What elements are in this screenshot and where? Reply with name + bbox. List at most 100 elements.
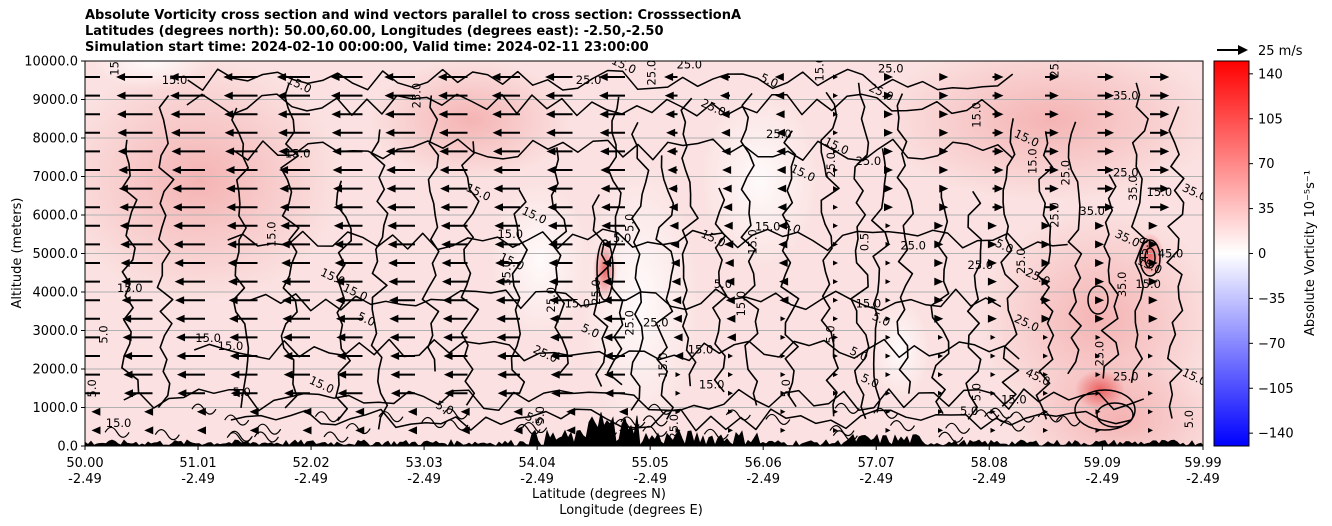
wind-vector	[1148, 296, 1158, 305]
wind-vector-head	[885, 223, 891, 229]
wind-vector	[117, 128, 153, 137]
wind-vector	[545, 91, 573, 100]
wind-vector-head	[603, 352, 613, 360]
wind-vector	[938, 427, 943, 433]
wind-vector	[603, 352, 625, 360]
wind-vector	[833, 223, 838, 229]
wind-vector-head	[1095, 314, 1105, 323]
wind-vector-head	[884, 184, 893, 193]
wind-vector	[675, 372, 681, 378]
wind-vector-head	[722, 166, 732, 174]
contour-line	[896, 93, 914, 394]
wind-vector	[335, 296, 363, 305]
wind-vector-head	[664, 73, 674, 81]
wind-vector-head	[728, 390, 733, 396]
wind-vector-head	[599, 110, 609, 119]
wind-vector-head	[333, 203, 343, 212]
wind-vector	[987, 259, 997, 267]
wind-vector	[331, 128, 363, 137]
contour-label: 25.0	[967, 258, 993, 272]
contour-label: 15.0	[117, 281, 143, 295]
wind-vector-head	[833, 74, 838, 80]
contour-line	[1130, 82, 1149, 383]
x-tick-label-lat: 50.00	[66, 456, 103, 471]
wind-vector-head	[497, 389, 507, 398]
wind-vector-head	[1095, 409, 1101, 415]
wind-vector-head	[171, 166, 181, 174]
contour-label: 15.0	[969, 102, 983, 128]
wind-vector-head	[833, 334, 838, 340]
contour-line	[232, 138, 1014, 162]
wind-vector	[1095, 296, 1105, 305]
wind-vector	[674, 352, 684, 360]
contour-ring	[1087, 285, 1109, 315]
wind-vector	[228, 296, 258, 305]
wind-vector	[728, 409, 733, 415]
surface-contour	[443, 408, 469, 420]
contour-label: 15.0	[688, 343, 714, 357]
wind-vector	[1095, 259, 1105, 267]
wind-vector-head	[388, 259, 398, 267]
wind-vector	[566, 426, 576, 435]
x-tick-label-lat: 59.99	[1184, 456, 1221, 471]
wind-vector-head	[330, 91, 340, 100]
wind-vector-head	[280, 240, 290, 249]
wind-vector	[494, 240, 520, 249]
wind-vector	[494, 203, 520, 212]
colorbar-tick-label: 70	[1258, 157, 1275, 172]
wind-vector-head	[277, 91, 287, 100]
wind-vector-head	[934, 314, 944, 323]
wind-vector-head	[938, 334, 943, 340]
wind-vector-head	[121, 277, 131, 286]
wind-vector	[992, 147, 1004, 156]
wind-vector-head	[1049, 73, 1059, 81]
wind-vector-head	[302, 426, 312, 435]
contour-line	[850, 82, 870, 420]
wind-vector	[1097, 203, 1114, 212]
wind-vector-head	[987, 259, 997, 267]
wind-vector	[384, 110, 415, 119]
wind-vector	[85, 373, 100, 376]
wind-vector	[513, 407, 523, 416]
wind-vector	[777, 221, 787, 230]
wind-vector-head	[443, 352, 453, 360]
y-tick-label: 5000.0	[33, 247, 79, 262]
wind-vector	[123, 352, 153, 360]
wind-vector	[388, 277, 415, 286]
wind-vector-head	[495, 296, 505, 305]
surface-contour	[988, 407, 1014, 419]
contour-label: 15.0	[565, 296, 591, 310]
wind-vector	[442, 277, 468, 286]
wind-vector	[496, 314, 520, 323]
wind-vector-head	[226, 221, 236, 230]
contour-label: 15.0	[856, 296, 882, 310]
wind-vector-head	[833, 316, 838, 322]
wind-vector	[603, 314, 625, 323]
wind-vector-head	[598, 73, 608, 81]
wind-vector	[725, 296, 735, 305]
wind-vector-head	[1043, 427, 1048, 433]
wind-vector-head	[664, 91, 674, 100]
x-tick-label-lon: -2.49	[68, 472, 102, 487]
wind-vector	[939, 128, 949, 137]
wind-vector-head	[939, 166, 949, 174]
wind-vector	[1148, 390, 1153, 396]
wind-vector-head	[228, 296, 238, 305]
wind-vector-head	[939, 91, 949, 100]
contour-ring	[1096, 402, 1134, 428]
wind-vector	[1150, 203, 1170, 212]
wind-vector-head	[987, 221, 997, 230]
wind-vector	[279, 184, 310, 193]
wind-vector-head	[833, 241, 838, 247]
wind-vector	[1150, 128, 1170, 137]
wind-vector-head	[545, 73, 555, 81]
colorbar-tick-label: −105	[1258, 382, 1294, 397]
wind-vector	[939, 203, 949, 212]
wind-vector	[387, 240, 415, 249]
wind-vector	[775, 91, 785, 100]
wind-vector-head	[174, 277, 184, 286]
wind-vector-head	[994, 184, 1004, 193]
wind-vector-head	[280, 221, 290, 230]
wind-vector	[331, 110, 363, 119]
wind-vector	[117, 147, 153, 156]
